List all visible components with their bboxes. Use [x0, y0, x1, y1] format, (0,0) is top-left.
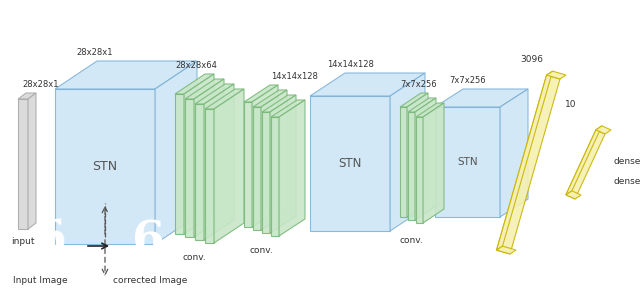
- Text: 10: 10: [565, 100, 577, 109]
- Polygon shape: [253, 107, 261, 230]
- Polygon shape: [435, 107, 500, 217]
- Polygon shape: [175, 94, 184, 234]
- Text: conv.: conv.: [250, 246, 273, 255]
- Polygon shape: [547, 71, 566, 79]
- Polygon shape: [205, 109, 214, 243]
- Polygon shape: [408, 112, 415, 220]
- Polygon shape: [400, 93, 428, 107]
- Polygon shape: [194, 79, 224, 237]
- Text: conv.: conv.: [399, 236, 424, 245]
- Polygon shape: [18, 99, 28, 229]
- Polygon shape: [261, 90, 287, 230]
- Text: 14x14x128: 14x14x128: [328, 60, 374, 69]
- Polygon shape: [184, 74, 214, 234]
- Text: STN: STN: [92, 160, 118, 173]
- Polygon shape: [400, 107, 407, 217]
- Polygon shape: [407, 93, 428, 217]
- Polygon shape: [416, 117, 423, 223]
- Text: input: input: [12, 237, 35, 246]
- Text: 14x14x128: 14x14x128: [271, 72, 318, 81]
- Text: 3096: 3096: [520, 55, 543, 64]
- Polygon shape: [270, 95, 296, 233]
- Polygon shape: [435, 89, 528, 107]
- Text: 6: 6: [32, 217, 73, 266]
- Polygon shape: [18, 93, 36, 99]
- Polygon shape: [497, 75, 560, 254]
- Polygon shape: [205, 89, 244, 109]
- Polygon shape: [497, 71, 552, 250]
- Text: 6: 6: [132, 218, 165, 265]
- Polygon shape: [423, 103, 444, 223]
- Polygon shape: [415, 98, 436, 220]
- Polygon shape: [185, 79, 224, 99]
- Polygon shape: [195, 84, 234, 104]
- Polygon shape: [416, 103, 444, 117]
- Text: Input Image: Input Image: [13, 276, 67, 285]
- Text: 28x28x64: 28x28x64: [175, 61, 217, 70]
- Polygon shape: [566, 191, 581, 199]
- Polygon shape: [55, 89, 155, 244]
- Text: 7x7x256: 7x7x256: [449, 76, 486, 85]
- Text: dense: dense: [613, 177, 640, 186]
- Polygon shape: [500, 89, 528, 217]
- Text: STN: STN: [457, 157, 478, 167]
- Polygon shape: [310, 73, 425, 96]
- Polygon shape: [390, 73, 425, 231]
- Polygon shape: [310, 96, 390, 231]
- Polygon shape: [55, 61, 197, 89]
- Polygon shape: [271, 117, 279, 236]
- Polygon shape: [262, 95, 296, 112]
- Polygon shape: [244, 85, 278, 102]
- Polygon shape: [185, 99, 194, 237]
- Polygon shape: [214, 89, 244, 243]
- Polygon shape: [253, 90, 287, 107]
- Polygon shape: [566, 126, 602, 195]
- Polygon shape: [195, 104, 204, 240]
- Text: 28x28x1: 28x28x1: [22, 80, 58, 89]
- Polygon shape: [204, 84, 234, 240]
- Polygon shape: [279, 100, 305, 236]
- Polygon shape: [244, 102, 252, 227]
- Text: dense: dense: [613, 157, 640, 166]
- Polygon shape: [271, 100, 305, 117]
- Polygon shape: [566, 130, 605, 199]
- Polygon shape: [28, 93, 36, 229]
- Polygon shape: [155, 61, 197, 244]
- Polygon shape: [262, 112, 270, 233]
- Polygon shape: [497, 246, 516, 254]
- Polygon shape: [408, 98, 436, 112]
- Text: 28x28x1: 28x28x1: [76, 48, 113, 57]
- Polygon shape: [175, 74, 214, 94]
- Text: STN: STN: [339, 157, 362, 170]
- Text: 7x7x256: 7x7x256: [400, 80, 436, 89]
- Polygon shape: [596, 126, 611, 134]
- Text: corrected Image: corrected Image: [113, 276, 187, 285]
- Text: conv.: conv.: [182, 253, 206, 262]
- Polygon shape: [252, 85, 278, 227]
